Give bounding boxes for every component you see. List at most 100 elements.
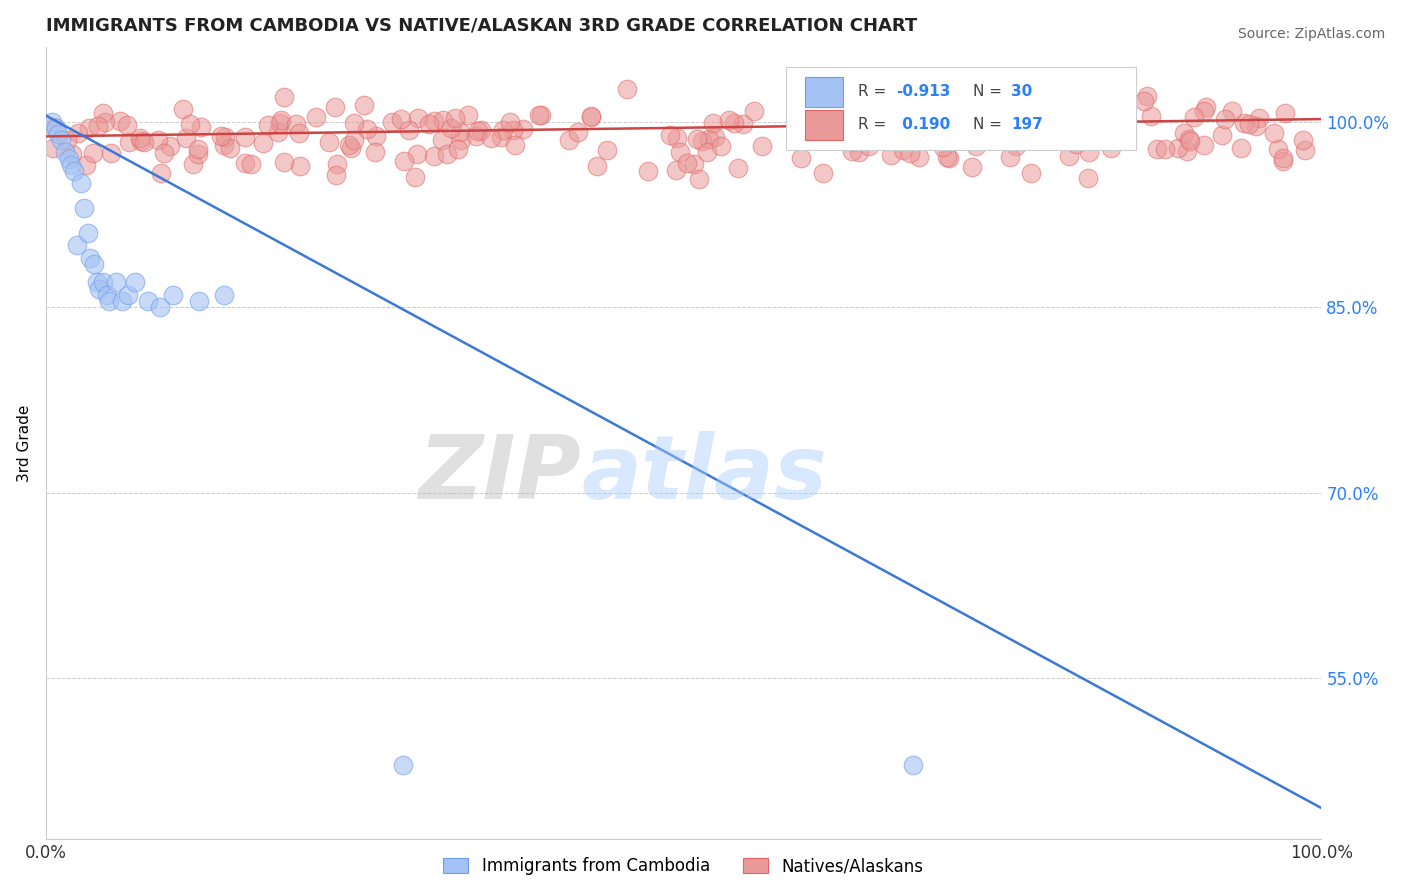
Point [66,238,89,252]
Point [669,145,692,159]
Point [89,281,111,295]
Point [214,130,236,145]
Point [153,145,176,160]
Point [502,123,524,137]
Point [363,145,385,160]
Point [440,121,463,136]
Point [323,100,346,114]
FancyBboxPatch shape [804,77,844,107]
Point [723,116,745,130]
Point [100,145,122,160]
Point [70,177,93,191]
Point [1074,131,1097,145]
Point [343,116,366,130]
Point [136,293,159,308]
Point [129,130,152,145]
Point [129,134,152,148]
Point [799,117,821,131]
Point [356,122,378,136]
Point [830,99,852,113]
Point [1244,120,1267,134]
Point [284,117,307,131]
Point [240,157,263,171]
Point [266,125,288,139]
Point [876,108,898,122]
Point [1292,133,1315,147]
Point [269,116,291,130]
Point [530,108,553,122]
Point [444,111,467,125]
Point [907,150,929,164]
Point [1018,104,1040,119]
Point [406,147,429,161]
Point [1247,111,1270,125]
Point [470,122,492,136]
Point [44,120,66,135]
Point [585,159,607,173]
Text: N =: N = [973,118,1007,132]
Point [252,136,274,150]
Point [936,150,959,164]
Point [751,139,773,153]
Point [733,117,755,131]
Point [492,123,515,137]
Point [404,170,426,185]
Point [1154,142,1177,156]
Point [209,129,232,144]
Point [149,166,172,180]
Point [965,139,987,153]
Point [1078,145,1101,159]
Point [79,251,101,265]
Point [398,123,420,137]
Point [418,117,440,131]
Point [813,166,835,180]
Point [60,147,83,161]
Point [1211,128,1233,143]
Point [66,126,89,140]
Text: ZIP: ZIP [419,432,582,518]
Point [742,103,765,118]
Text: IMMIGRANTS FROM CAMBODIA VS NATIVE/ALASKAN 3RD GRADE CORRELATION CHART: IMMIGRANTS FROM CAMBODIA VS NATIVE/ALASK… [45,17,917,35]
Point [683,157,706,171]
Text: R =: R = [858,84,891,99]
Point [727,161,749,175]
Point [91,276,114,290]
Point [718,113,741,128]
Point [880,148,903,162]
Text: atlas: atlas [582,432,827,518]
Point [273,89,295,103]
Point [891,143,914,157]
Point [998,150,1021,164]
Point [1237,117,1260,131]
Point [697,132,720,146]
Point [326,157,349,171]
Point [46,127,69,141]
Point [966,113,988,128]
Point [1271,151,1294,165]
Point [392,154,415,169]
Point [915,121,938,136]
Point [558,133,581,147]
Point [938,151,960,165]
Point [1066,119,1088,133]
Point [1178,132,1201,146]
Point [53,145,76,160]
Point [148,133,170,147]
Point [1136,88,1159,103]
Point [290,159,312,173]
Text: Source: ZipAtlas.com: Source: ZipAtlas.com [1237,27,1385,41]
Text: R =: R = [858,118,891,132]
Point [1184,110,1206,124]
Point [898,146,921,161]
Point [422,149,444,163]
Point [58,152,80,166]
Point [86,119,108,133]
Point [1036,131,1059,145]
FancyBboxPatch shape [804,110,844,140]
Point [1057,149,1080,163]
Point [1060,132,1083,146]
Point [503,138,526,153]
Point [257,118,280,132]
Point [174,130,197,145]
Text: N =: N = [973,84,1007,99]
